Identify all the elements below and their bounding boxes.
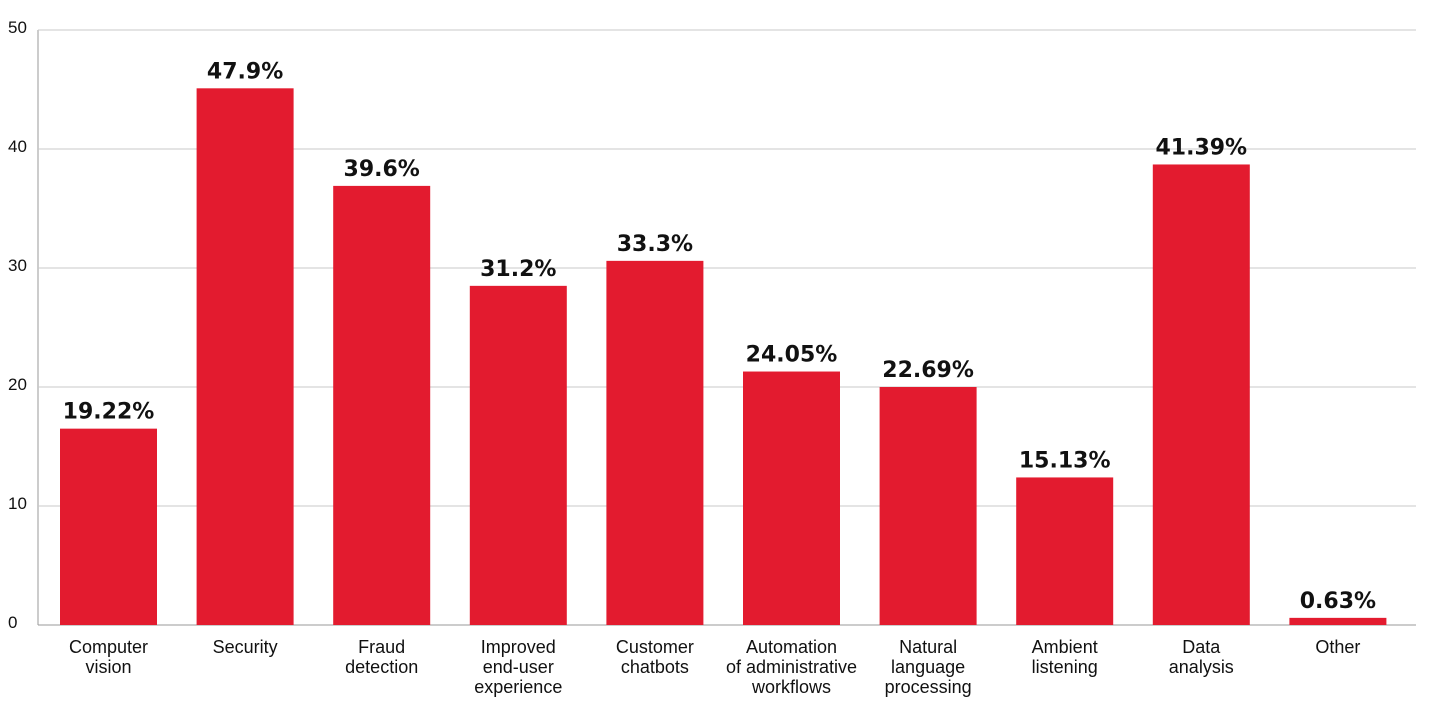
- bar: [60, 428, 157, 625]
- data-label: 39.6%: [344, 157, 420, 182]
- x-category-label: Ambient listening: [1032, 637, 1098, 677]
- y-axis-ticks: 0 10 20 30 40 50: [8, 18, 27, 632]
- bar: [469, 285, 567, 625]
- data-label: 15.13%: [1019, 448, 1111, 473]
- data-label: 19.22%: [63, 400, 155, 425]
- y-tick-label: 20: [8, 375, 27, 394]
- bar: [879, 387, 977, 625]
- y-tick-label: 0: [8, 613, 17, 632]
- y-tick-label: 50: [8, 18, 27, 37]
- x-category-label: Natural language processing: [885, 637, 972, 697]
- bar: [1289, 617, 1387, 625]
- bars: [60, 88, 1387, 625]
- x-axis-categories: Computer vision Security Fraud detection Impr…: [69, 637, 1360, 697]
- data-labels: 19.22% 47.9% 39.6% 31.2% 33.3% 24.05% 22.69% 15…: [63, 59, 1376, 614]
- data-label: 31.2%: [480, 257, 556, 282]
- bar: [1016, 477, 1114, 625]
- bar: [333, 185, 431, 625]
- data-label: 41.39%: [1155, 135, 1247, 160]
- x-category-label: Customer chatbots: [616, 637, 694, 677]
- data-label: 24.05%: [746, 343, 838, 368]
- x-category-label: Security: [213, 637, 278, 657]
- bar: [743, 371, 840, 625]
- x-category-label: Data analysis: [1169, 637, 1234, 677]
- x-category-label: Improved end-user experience: [474, 637, 562, 697]
- data-label: 22.69%: [882, 358, 974, 383]
- bar: [196, 88, 294, 625]
- bar: [606, 260, 704, 625]
- bar: [1152, 164, 1250, 625]
- y-tick-label: 10: [8, 494, 27, 513]
- data-label: 33.3%: [617, 232, 693, 257]
- x-category-label: Fraud detection: [345, 637, 418, 677]
- y-tick-label: 40: [8, 137, 27, 156]
- data-label: 0.63%: [1300, 589, 1376, 614]
- x-category-label: Automation of administrative workflows: [726, 637, 857, 697]
- y-tick-label: 30: [8, 256, 27, 275]
- data-label: 47.9%: [207, 59, 283, 84]
- x-category-label: Other: [1315, 637, 1360, 657]
- x-category-label: Computer vision: [69, 637, 148, 677]
